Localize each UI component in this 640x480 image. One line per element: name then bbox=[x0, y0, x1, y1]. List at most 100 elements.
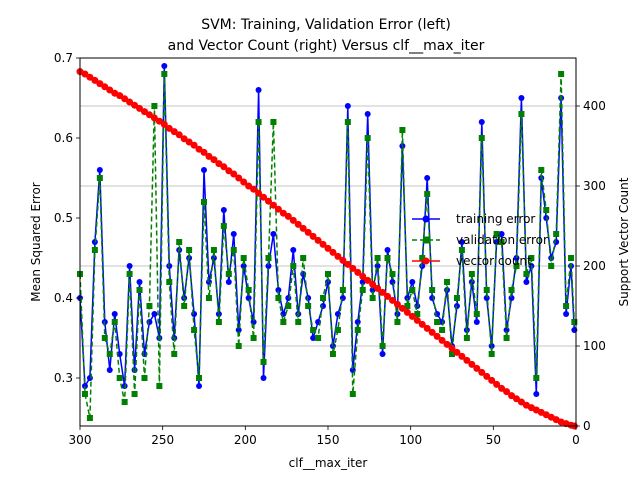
data-point bbox=[201, 199, 207, 205]
data-point bbox=[305, 303, 312, 309]
data-point bbox=[146, 303, 153, 309]
data-point bbox=[398, 304, 406, 312]
right-tick-label-3: 300 bbox=[583, 179, 606, 193]
data-point bbox=[151, 103, 158, 109]
data-point bbox=[191, 311, 198, 317]
data-point bbox=[458, 247, 465, 253]
x-axis-ticks: 300 250 200 150 100 50 0 bbox=[69, 426, 580, 447]
data-point bbox=[220, 163, 228, 171]
chart-title-line-1: SVM: Training, Validation Error (left) bbox=[201, 17, 451, 33]
data-point bbox=[364, 135, 371, 141]
data-point bbox=[389, 271, 396, 277]
data-point bbox=[518, 111, 525, 117]
legend-marker bbox=[422, 257, 430, 265]
data-point bbox=[463, 356, 471, 364]
legend-label: training error bbox=[456, 212, 535, 226]
data-point bbox=[106, 351, 113, 357]
data-point bbox=[344, 260, 352, 268]
data-point bbox=[294, 220, 302, 228]
data-point bbox=[290, 263, 297, 269]
data-point bbox=[314, 236, 322, 244]
left-tick-label-0: 0.3 bbox=[54, 371, 73, 385]
data-point bbox=[483, 295, 490, 301]
data-point bbox=[196, 375, 203, 381]
data-point bbox=[284, 212, 292, 220]
data-point bbox=[374, 255, 381, 261]
data-point bbox=[329, 248, 337, 256]
data-point bbox=[523, 271, 530, 277]
data-point bbox=[210, 156, 218, 164]
data-point bbox=[424, 191, 431, 197]
x-tick-label-3: 150 bbox=[317, 433, 340, 447]
data-point bbox=[201, 167, 207, 173]
data-point bbox=[503, 335, 510, 341]
data-point bbox=[379, 288, 387, 296]
data-point bbox=[414, 311, 421, 317]
data-point bbox=[571, 319, 578, 325]
data-point bbox=[255, 189, 263, 197]
data-point bbox=[320, 303, 327, 309]
data-point bbox=[185, 138, 193, 146]
data-point bbox=[86, 375, 93, 381]
data-point bbox=[196, 383, 203, 389]
data-point bbox=[111, 311, 118, 317]
data-point bbox=[359, 287, 366, 293]
x-tick-label-2: 200 bbox=[234, 433, 257, 447]
data-point bbox=[275, 295, 282, 301]
data-point bbox=[503, 388, 511, 396]
data-point bbox=[181, 303, 188, 309]
data-point bbox=[548, 263, 555, 269]
data-point bbox=[300, 255, 307, 261]
data-point bbox=[512, 395, 520, 403]
data-point bbox=[458, 239, 465, 245]
data-point bbox=[111, 319, 118, 325]
data-point bbox=[200, 148, 208, 156]
data-point bbox=[393, 300, 401, 308]
data-point bbox=[235, 343, 242, 349]
data-point bbox=[81, 70, 89, 78]
data-point bbox=[563, 311, 570, 317]
data-point bbox=[225, 167, 233, 175]
data-point bbox=[349, 391, 356, 397]
data-point bbox=[424, 175, 431, 181]
data-point bbox=[245, 287, 252, 293]
series-vector-count bbox=[76, 68, 578, 430]
left-tick-label-3: 0.6 bbox=[54, 131, 73, 145]
data-point bbox=[136, 279, 143, 285]
right-tick-label-2: 200 bbox=[583, 259, 606, 273]
data-point bbox=[409, 287, 416, 293]
data-point bbox=[126, 98, 134, 106]
data-point bbox=[126, 263, 133, 269]
data-point bbox=[131, 367, 138, 373]
data-point bbox=[404, 295, 411, 301]
data-point bbox=[131, 101, 139, 109]
data-point bbox=[156, 383, 163, 389]
data-point bbox=[389, 279, 396, 285]
data-point bbox=[359, 272, 367, 280]
data-point bbox=[408, 312, 416, 320]
x-tick-label-4: 100 bbox=[399, 433, 422, 447]
data-point bbox=[428, 328, 436, 336]
data-point bbox=[453, 295, 460, 301]
legend-item-2: vector count bbox=[412, 254, 532, 268]
data-point bbox=[304, 228, 312, 236]
data-point bbox=[369, 295, 376, 301]
data-point bbox=[245, 182, 253, 190]
data-point bbox=[513, 255, 520, 261]
right-axis-label: Support Vector Count bbox=[617, 177, 631, 306]
data-point bbox=[299, 224, 307, 232]
x-tick-label-0: 300 bbox=[69, 433, 92, 447]
data-point bbox=[295, 319, 302, 325]
data-point bbox=[354, 327, 361, 333]
data-point bbox=[488, 351, 495, 357]
data-point bbox=[533, 375, 540, 381]
data-point bbox=[220, 207, 227, 213]
legend-label: validation error bbox=[456, 233, 548, 247]
data-point bbox=[379, 343, 386, 349]
data-point bbox=[121, 399, 128, 405]
data-point bbox=[101, 335, 108, 341]
data-point bbox=[150, 114, 158, 122]
x-tick-label-1: 250 bbox=[151, 433, 174, 447]
data-point bbox=[523, 279, 530, 285]
